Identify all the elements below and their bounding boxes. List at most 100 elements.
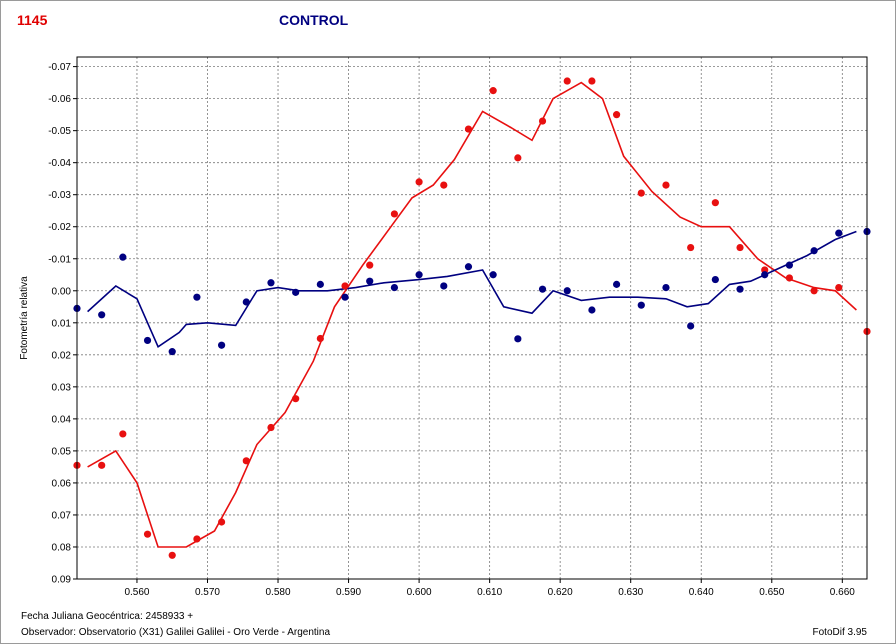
control-data-point	[612, 280, 621, 288]
target-data-point	[193, 535, 201, 543]
control-data-point	[440, 282, 448, 290]
x-tick-label: 0.600	[407, 587, 432, 598]
control-data-point	[242, 298, 250, 306]
control-data-point	[761, 271, 769, 279]
control-data-point	[785, 261, 794, 269]
control-data-point	[415, 271, 423, 279]
y-tick-label: 0.03	[52, 382, 72, 393]
control-data-point	[514, 335, 522, 343]
y-tick-label: 0.06	[52, 478, 72, 489]
control-trend-line	[87, 230, 857, 349]
y-tick-label: 0.00	[52, 286, 72, 297]
control-data-point	[538, 285, 547, 293]
x-tick-label: 0.570	[195, 587, 220, 598]
y-axis-ticks: -0.07 -0.06 -0.05 -0.04 -0.03 -0.02 -0.01 0.00 0…	[48, 62, 77, 586]
x-tick-label: 0.590	[336, 587, 361, 598]
target-data-point	[736, 243, 744, 252]
target-data-point	[98, 461, 106, 469]
control-data-point	[143, 336, 152, 345]
target-data-point	[662, 181, 670, 189]
target-data-point	[267, 423, 275, 432]
control-data-point	[489, 271, 497, 279]
y-tick-label: -0.02	[48, 222, 71, 233]
control-data-point	[390, 283, 399, 292]
y-tick-label: -0.01	[48, 254, 71, 265]
control-data-point	[835, 229, 843, 237]
control-data-point	[736, 285, 744, 293]
target-data-point	[687, 243, 695, 252]
control-data-point	[588, 306, 596, 314]
target-data-point	[119, 430, 127, 438]
target-data-point	[464, 125, 473, 133]
y-tick-label: 0.05	[52, 446, 72, 457]
x-tick-label: 0.620	[548, 587, 573, 598]
target-data-point	[637, 189, 645, 197]
control-data-point	[341, 293, 349, 301]
target-data-point	[810, 287, 818, 295]
target-data-point	[785, 274, 794, 282]
target-data-point	[612, 111, 621, 119]
x-axis-ticks: 0.560 0.570 0.580 0.590 0.600 0.610 0.620 0.630…	[124, 579, 855, 598]
y-tick-label: -0.03	[48, 190, 71, 201]
target-data-point	[341, 282, 349, 290]
y-tick-label: 0.09	[52, 575, 72, 586]
y-tick-label: -0.06	[48, 94, 71, 105]
y-tick-label: -0.04	[48, 158, 71, 169]
y-tick-label: 0.02	[52, 350, 72, 361]
target-trend-line	[87, 81, 857, 548]
y-tick-label: 0.01	[52, 318, 72, 329]
target-data-point	[538, 117, 547, 125]
target-data-point	[292, 395, 300, 403]
y-tick-label: 0.04	[52, 414, 72, 425]
control-data-point	[563, 287, 571, 295]
light-curve-chart: 0.560 0.570 0.580 0.590 0.600 0.610 0.620 0.630…	[19, 56, 871, 598]
grid	[77, 57, 867, 580]
target-data-point	[711, 199, 719, 207]
y-tick-label: 0.07	[52, 510, 72, 521]
target-data-point	[514, 154, 522, 162]
x-tick-label: 0.650	[759, 587, 784, 598]
target-data-point	[316, 334, 324, 343]
x-tick-label: 0.610	[477, 587, 502, 598]
target-data-point	[489, 87, 497, 95]
control-data-point	[98, 311, 106, 319]
software-version: FotoDif 3.95	[812, 627, 867, 638]
plot-area-border	[76, 56, 868, 580]
x-tick-label: 0.580	[266, 587, 291, 598]
control-data-point	[292, 288, 300, 296]
data-points	[73, 77, 871, 559]
y-tick-label: -0.07	[48, 62, 71, 73]
control-data-point	[662, 283, 670, 292]
target-data-point	[390, 210, 399, 218]
target-data-point	[440, 181, 448, 189]
target-data-point	[366, 261, 374, 269]
x-tick-label: 0.640	[689, 587, 714, 598]
x-tick-label: 0.560	[124, 587, 149, 598]
target-data-point	[217, 518, 226, 526]
y-tick-label: 0.08	[52, 542, 72, 553]
control-data-point	[711, 275, 719, 284]
control-data-point	[366, 277, 374, 285]
julian-date-label: Fecha Juliana Geocéntrica: 2458933 +	[21, 611, 194, 622]
object-id-title: 1145	[17, 12, 48, 28]
x-tick-label: 0.660	[830, 587, 855, 598]
control-data-point	[464, 263, 473, 271]
control-data-point	[687, 322, 695, 330]
control-data-point	[193, 293, 201, 301]
control-data-point	[217, 341, 226, 349]
target-data-point	[835, 283, 843, 292]
target-data-point	[143, 530, 152, 538]
trend-lines	[87, 81, 857, 548]
target-data-point	[563, 77, 571, 85]
target-data-point	[415, 178, 423, 186]
control-data-point	[810, 247, 818, 255]
control-data-point	[637, 301, 645, 309]
observer-label: Observador: Observatorio (X31) Galilei G…	[21, 627, 331, 638]
control-data-point	[316, 280, 324, 288]
y-axis-label: Fotometría relativa	[19, 276, 30, 360]
control-data-point	[267, 279, 275, 287]
target-data-point	[588, 77, 596, 85]
target-data-point	[242, 457, 250, 465]
control-data-point	[168, 348, 176, 356]
